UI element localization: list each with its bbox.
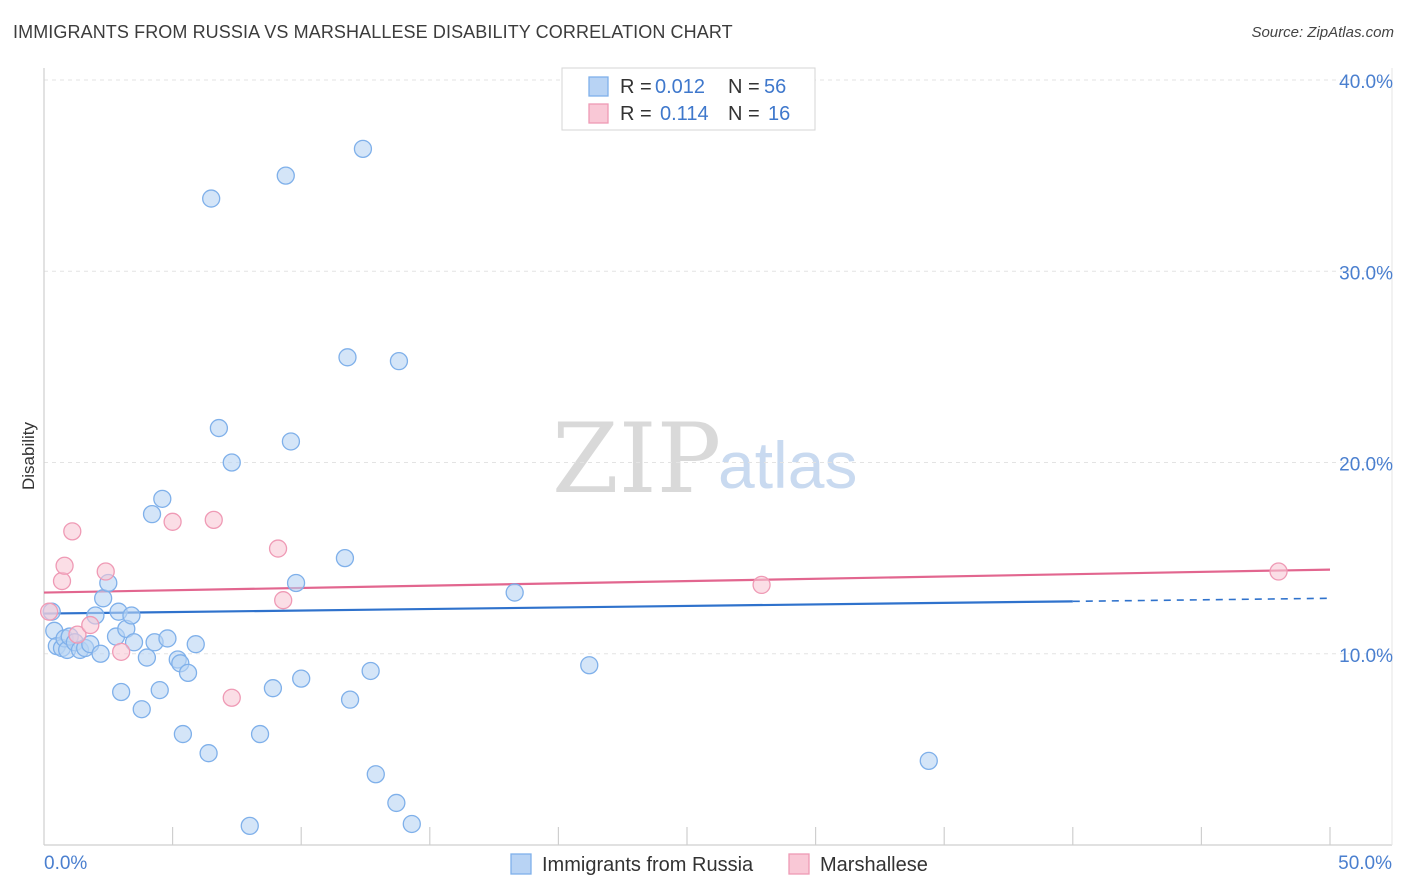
point-series-0-30	[173, 724, 193, 744]
point-series-1-4	[68, 625, 87, 644]
stats-swatch-marshallese	[588, 103, 609, 124]
point-series-0-49	[366, 765, 385, 784]
source-credit: Source: ZipAtlas.com	[1251, 24, 1394, 41]
point-series-0-42	[286, 573, 306, 593]
stats-legend: R = 0.012 N = 56 R = 0.114 N = 16	[561, 67, 816, 131]
point-series-0-20	[124, 633, 144, 652]
stats-n-label-russia: N =	[728, 76, 760, 98]
trend-line-series-0	[43, 600, 1073, 615]
point-series-0-51	[389, 351, 409, 371]
series-legend: Immigrants from Russia Marshallese	[510, 853, 928, 876]
x-ticks	[172, 827, 1331, 845]
point-series-0-50	[387, 793, 406, 813]
stats-swatch-russia	[588, 76, 609, 97]
point-series-0-54	[580, 656, 599, 675]
point-series-0-39	[263, 679, 283, 698]
legend-label-russia: Immigrants from Russia	[542, 854, 754, 876]
legend-swatch-russia	[510, 853, 532, 875]
point-series-1-9	[204, 510, 223, 530]
stats-n-value-russia: 56	[764, 76, 786, 98]
gridlines	[44, 79, 1392, 655]
point-series-0-19	[122, 606, 141, 625]
point-series-0-32	[186, 635, 205, 654]
point-series-0-23	[142, 504, 162, 524]
y-tick-label-20: 20.0%	[1339, 455, 1393, 476]
point-series-1-13	[752, 575, 771, 595]
legend-label-marshallese: Marshallese	[820, 854, 928, 876]
data-points	[39, 139, 1288, 836]
point-series-0-55	[919, 751, 938, 770]
point-series-1-7	[112, 642, 131, 661]
point-series-1-12	[274, 591, 293, 610]
point-series-0-26	[153, 489, 172, 508]
point-series-0-47	[353, 139, 373, 159]
point-series-0-21	[132, 700, 151, 719]
point-series-0-36	[222, 453, 241, 472]
stats-r-label-marshallese: R =	[620, 103, 652, 125]
point-series-1-3	[63, 522, 82, 541]
point-series-0-44	[335, 548, 355, 568]
trend-lines	[43, 568, 1331, 615]
point-series-1-2	[55, 556, 74, 575]
point-series-0-45	[338, 348, 357, 367]
stats-r-value-marshallese: 0.114	[660, 103, 709, 125]
point-series-0-33	[199, 744, 218, 763]
point-series-1-8	[163, 512, 182, 531]
point-series-0-34	[202, 189, 221, 208]
y-tick-labels: 10.0% 20.0% 30.0% 40.0%	[1339, 72, 1393, 667]
point-series-1-1	[52, 571, 72, 591]
point-series-0-12	[91, 644, 110, 663]
point-series-0-46	[340, 690, 360, 709]
point-series-1-5	[81, 615, 100, 635]
trend-line-extension-series-0	[1072, 597, 1331, 603]
stats-r-value-russia: 0.012	[655, 76, 705, 98]
stats-r-label-russia: R =	[620, 76, 652, 98]
point-series-0-22	[137, 648, 157, 667]
point-series-0-35	[209, 418, 229, 438]
point-series-1-14	[1269, 562, 1288, 581]
point-series-0-38	[250, 724, 270, 744]
stats-n-label-marshallese: N =	[728, 103, 760, 125]
watermark: ZIP atlas	[552, 403, 857, 515]
stats-n-value-marshallese: 16	[768, 103, 790, 125]
x-tick-label-max: 50.0%	[1338, 853, 1392, 874]
point-series-0-25	[150, 680, 169, 700]
chart-title: IMMIGRANTS FROM RUSSIA VS MARSHALLESE DI…	[13, 22, 733, 42]
y-tick-label-10: 10.0%	[1339, 646, 1393, 667]
point-series-0-27	[158, 629, 177, 648]
point-series-0-17	[112, 682, 131, 702]
point-series-0-31	[178, 663, 198, 683]
y-tick-label-40: 40.0%	[1339, 72, 1393, 93]
point-series-1-0	[39, 602, 59, 621]
point-series-0-43	[292, 669, 311, 688]
point-series-0-53	[505, 583, 524, 602]
point-series-0-13	[94, 589, 113, 608]
point-series-0-40	[276, 166, 295, 185]
watermark-zip: ZIP	[552, 403, 721, 515]
watermark-atlas: atlas	[718, 428, 857, 502]
legend-swatch-marshallese	[788, 853, 810, 875]
point-series-1-6	[96, 562, 115, 581]
point-series-0-41	[281, 432, 301, 451]
trend-line-series-1	[43, 568, 1331, 594]
point-series-0-48	[361, 661, 380, 681]
point-series-1-11	[268, 539, 288, 558]
y-tick-label-30: 30.0%	[1339, 263, 1393, 284]
point-series-1-10	[222, 688, 241, 707]
x-tick-label-min: 0.0%	[44, 853, 87, 874]
point-series-0-37	[240, 816, 259, 836]
y-axis-label: Disability	[19, 421, 38, 490]
point-series-0-52	[402, 814, 421, 834]
